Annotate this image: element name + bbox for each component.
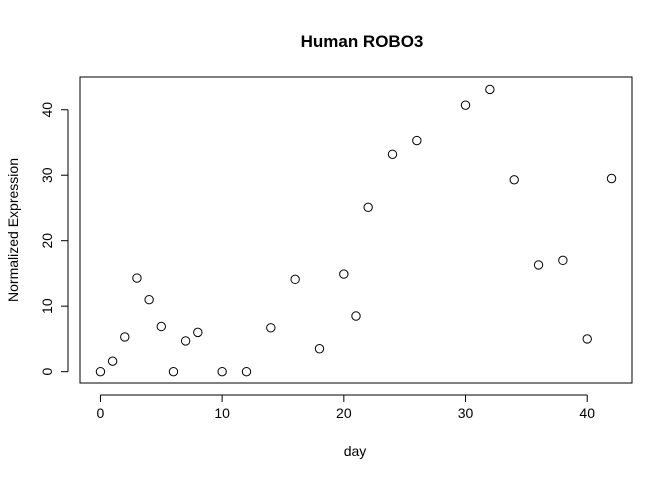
data-point [509,175,519,185]
data-point [533,260,544,270]
x-axis-label: day [344,443,367,459]
data-point [156,321,166,332]
y-tick-label: 0 [39,368,55,376]
data-point [558,255,568,266]
plot-frame [79,76,633,384]
data-point [217,366,227,377]
y-axis-label: Normalized Expression [5,158,21,302]
x-tick-label: 40 [579,405,595,421]
data-point [120,332,130,342]
data-points [95,84,617,377]
data-point [387,149,398,159]
y-axis: 0 10 20 30 40 [39,102,69,376]
x-tick-label: 0 [97,405,105,421]
y-tick-label: 40 [39,102,55,118]
data-point [95,366,106,377]
data-point [412,135,422,146]
data-point [144,294,154,305]
data-point [339,269,349,279]
x-tick-label: 10 [214,405,230,421]
data-point [485,84,495,95]
data-point [180,336,191,346]
data-point [314,344,325,354]
x-axis: 0 10 20 30 40 [97,394,595,421]
data-point [266,323,276,333]
data-point [606,173,617,184]
y-tick-label: 30 [39,167,55,183]
data-point [582,334,592,344]
data-point [363,202,373,213]
data-point [193,327,203,338]
data-point [351,311,361,321]
data-point [460,100,471,110]
y-tick-label: 20 [39,233,55,249]
data-point [241,366,252,377]
x-tick-label: 20 [336,405,352,421]
data-point [290,274,300,285]
chart-title: Human ROBO3 [301,32,424,51]
x-tick-label: 30 [458,405,474,421]
y-tick-label: 10 [39,298,55,314]
data-point [168,366,179,377]
data-point [107,356,118,366]
data-point [132,273,142,283]
